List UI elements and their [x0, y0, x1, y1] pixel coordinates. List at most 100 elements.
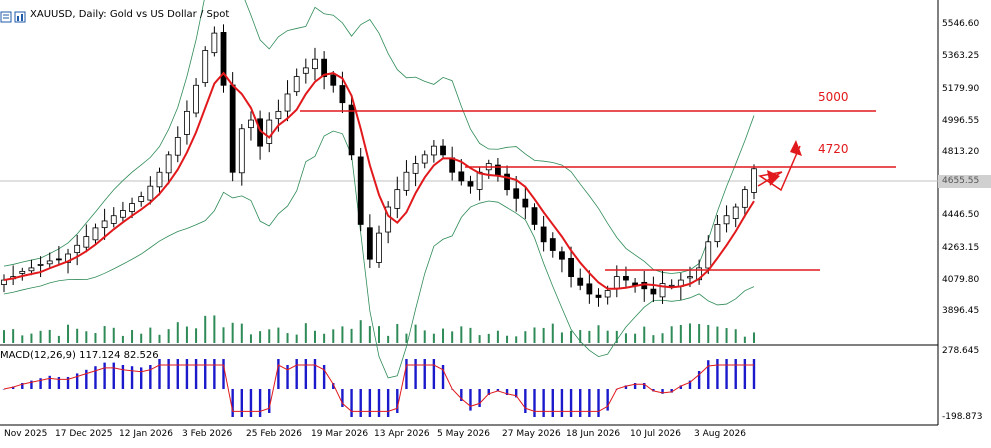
macd-histogram-bar [569, 389, 573, 417]
volume-bar [176, 322, 179, 343]
macd-histogram-bar [368, 389, 372, 417]
volume-bar [149, 327, 152, 343]
candle-bear [504, 173, 510, 191]
candle-bull [202, 50, 209, 84]
candle-bull [476, 171, 483, 190]
volume-bar [670, 326, 673, 343]
volume-bar [48, 329, 51, 343]
volume-bar [551, 323, 554, 343]
price-tick: 3896.45 [942, 306, 980, 316]
volume-bar [432, 333, 435, 343]
candle-bull [211, 32, 218, 54]
macd-histogram-bar [405, 359, 408, 389]
volume-bar [103, 326, 106, 343]
macd-histogram-bar [441, 365, 445, 389]
chart-properties-icon[interactable] [14, 8, 26, 23]
macd-histogram-bar [121, 365, 125, 389]
candle-bull [604, 290, 611, 298]
candle-bull [83, 236, 90, 248]
date-tick: 25 Feb 2026 [246, 429, 303, 439]
volume-bar [643, 326, 646, 343]
candle-bull [412, 163, 419, 174]
volume-bar [387, 335, 390, 343]
candle-bull [705, 241, 712, 269]
volume-bar [743, 336, 746, 343]
candle-bull [65, 253, 71, 263]
price-tick: 4446.50 [942, 210, 980, 220]
candle-bull [156, 171, 163, 188]
macd-histogram-bar [139, 367, 143, 389]
candle-bear [623, 276, 629, 281]
date-tick: 3 Aug 2026 [694, 429, 746, 439]
candle-bear [467, 181, 474, 187]
macd-histogram-bar [21, 383, 24, 389]
macd-histogram-bar [213, 359, 216, 389]
price-tick: 5179.90 [942, 84, 980, 94]
date-tick: 27 May 2026 [502, 429, 561, 439]
date-tick: Nov 2025 [4, 429, 48, 439]
candle-bull [101, 220, 108, 229]
level-5000-label: 5000 [818, 90, 849, 104]
candle-bull [613, 276, 620, 289]
volume-bar [542, 327, 545, 343]
macd-histogram-bar [386, 389, 390, 417]
macd-histogram-bar [606, 389, 609, 411]
candle-bull [751, 168, 757, 193]
candle-bear [513, 188, 520, 199]
candle-bull [184, 110, 190, 135]
bollinger-upper [3, 0, 755, 274]
macd-histogram-bar [533, 389, 536, 417]
candle-bull [714, 224, 721, 243]
volume-bar [94, 333, 97, 343]
volume-bar [451, 331, 454, 343]
chart-menu-icon[interactable] [0, 8, 12, 23]
volume-bar [496, 330, 499, 343]
candle-bull [248, 119, 254, 129]
volume-bar [240, 323, 243, 343]
candle-bull [74, 244, 81, 254]
macd-histogram-bar [505, 389, 509, 395]
candle-bull [403, 171, 410, 191]
volume-bar [588, 330, 591, 343]
current-price-label: 4655.55 [938, 175, 991, 188]
volume-bar [304, 323, 307, 343]
macd-histogram-bar [679, 385, 683, 389]
macd-indicator-label: MACD(12,26,9) 117.124 82.526 [0, 350, 159, 361]
candle-bull [668, 284, 675, 287]
macd-histogram-bar [697, 371, 701, 389]
candle-bear [440, 145, 446, 156]
arrow-head-icon [790, 140, 802, 156]
macd-histogram-bar [313, 359, 317, 389]
macd-histogram-bar [725, 359, 728, 389]
candle-bull [92, 227, 99, 241]
macd-histogram-bar [286, 365, 289, 389]
macd-histogram-bar [48, 375, 51, 389]
macd-histogram-bar [514, 389, 518, 398]
macd-histogram-bar [670, 389, 673, 393]
volume-bar [396, 324, 399, 343]
macd-histogram-bar [75, 373, 79, 389]
volume-bar [442, 328, 445, 343]
macd-histogram-bar [487, 389, 490, 395]
volume-bar [131, 330, 134, 343]
macd-histogram-bar [460, 389, 463, 401]
volume-bar [140, 333, 143, 343]
volume-bar [606, 330, 609, 343]
candle-bull [275, 110, 282, 120]
candle-bull [312, 58, 318, 70]
macd-axis-top: 278.645 [942, 346, 980, 356]
macd-histogram-bar [322, 365, 326, 389]
macd-histogram-bar [588, 389, 591, 417]
macd-histogram-bar [222, 359, 225, 389]
candle-bear [595, 294, 602, 298]
candle-bull [376, 232, 382, 263]
candle-bear [339, 85, 346, 104]
macd-histogram-bar [478, 389, 481, 407]
volume-bar [753, 332, 755, 343]
date-tick: 19 Mar 2026 [311, 429, 369, 439]
macd-histogram-bar [185, 359, 189, 389]
candle-bear [357, 156, 364, 225]
macd-histogram-bar [277, 359, 280, 389]
